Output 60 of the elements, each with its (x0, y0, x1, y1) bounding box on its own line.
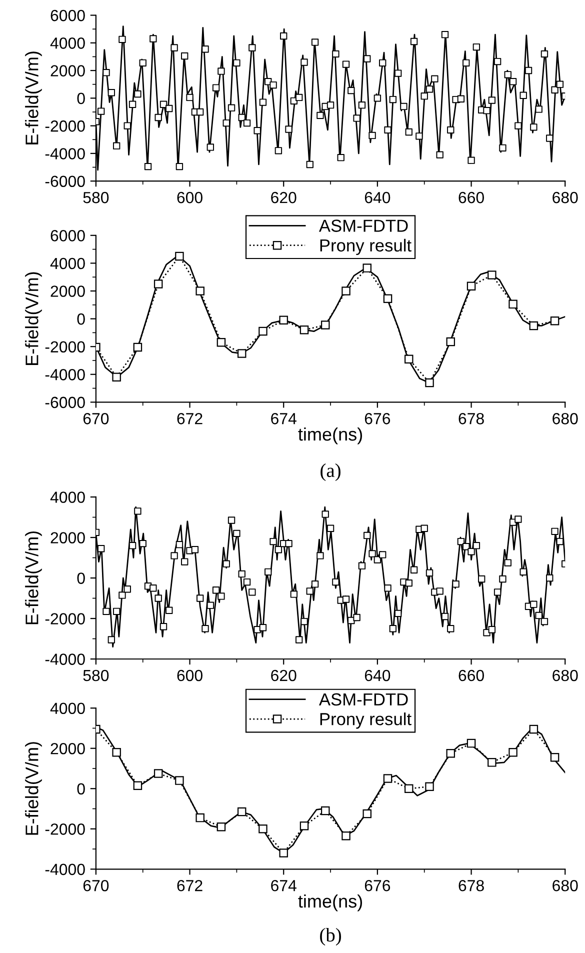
y-tick-label: -6000 (45, 176, 85, 188)
x-tick-label: 672 (177, 413, 202, 424)
x-tick-label: 680 (552, 192, 578, 204)
x-tick-label: 620 (271, 192, 296, 204)
legend-label: ASM-FDTD (318, 220, 408, 232)
x-tick-label: 600 (177, 192, 202, 204)
y-tick-label: 4000 (50, 38, 85, 49)
y-axis-title: E-field(V/m) (25, 272, 42, 365)
y-tick-label: 4000 (50, 492, 85, 503)
y-tick-label: 0 (77, 572, 85, 584)
x-tick-label: 580 (83, 192, 109, 204)
y-tick-label: -4000 (45, 148, 85, 160)
y-axis-title: E-field(V/m) (25, 742, 42, 835)
y-tick-label: -2000 (45, 613, 85, 624)
y-tick-label: -4000 (45, 654, 85, 665)
y-tick-label: 2000 (50, 742, 85, 754)
x-tick-label: 674 (271, 413, 296, 424)
x-tick-label: 680 (552, 880, 578, 892)
y-tick-label: 6000 (50, 230, 85, 242)
x-tick-label: 660 (458, 192, 484, 204)
text: (b) (320, 928, 342, 946)
x-tick-label: 670 (83, 413, 109, 424)
y-tick-label: -4000 (45, 369, 85, 380)
x-tick-label: 640 (364, 670, 390, 682)
x-axis-title: time(ns) (298, 894, 362, 912)
y-tick-label: -6000 (45, 396, 85, 408)
x-tick-label: 600 (177, 670, 202, 682)
y-axis-title: E-field(V/m) (25, 52, 42, 144)
x-tick-label: 678 (458, 880, 484, 892)
x-tick-label: 676 (364, 413, 390, 424)
y-tick-label: 2000 (50, 65, 85, 76)
x-tick-label: 660 (458, 670, 484, 682)
x-tick-label: 674 (271, 880, 296, 892)
y-tick-label: 4000 (50, 258, 85, 270)
y-tick-label: 2000 (50, 286, 85, 297)
y-tick-label: 0 (77, 313, 85, 325)
x-tick-label: 676 (364, 880, 390, 892)
y-tick-label: 2000 (50, 532, 85, 544)
y-tick-label: -2000 (45, 824, 85, 835)
y-tick-label: -4000 (45, 864, 85, 876)
x-tick-label: 680 (552, 670, 578, 682)
x-tick-label: 672 (177, 880, 202, 892)
x-tick-label: 620 (271, 670, 296, 682)
y-tick-label: -2000 (45, 341, 85, 353)
x-tick-label: 640 (364, 192, 390, 204)
y-tick-label: 0 (77, 92, 85, 104)
y-tick-label: -2000 (45, 120, 85, 132)
x-tick-label: 670 (83, 880, 109, 892)
x-tick-label: 580 (83, 670, 109, 682)
text: (a) (320, 463, 340, 482)
x-tick-label: 680 (552, 413, 578, 424)
legend-label: Prony result (320, 238, 412, 256)
y-tick-label: 0 (77, 783, 85, 795)
y-tick-label: 6000 (50, 10, 85, 22)
y-axis-title: E-field(V/m) (25, 531, 42, 624)
legend-label: ASM-FDTD (318, 693, 408, 706)
legend-label: Prony result (320, 712, 412, 729)
y-tick-label: 4000 (50, 702, 85, 714)
x-axis-title: time(ns) (298, 427, 362, 444)
x-tick-label: 678 (458, 413, 484, 424)
